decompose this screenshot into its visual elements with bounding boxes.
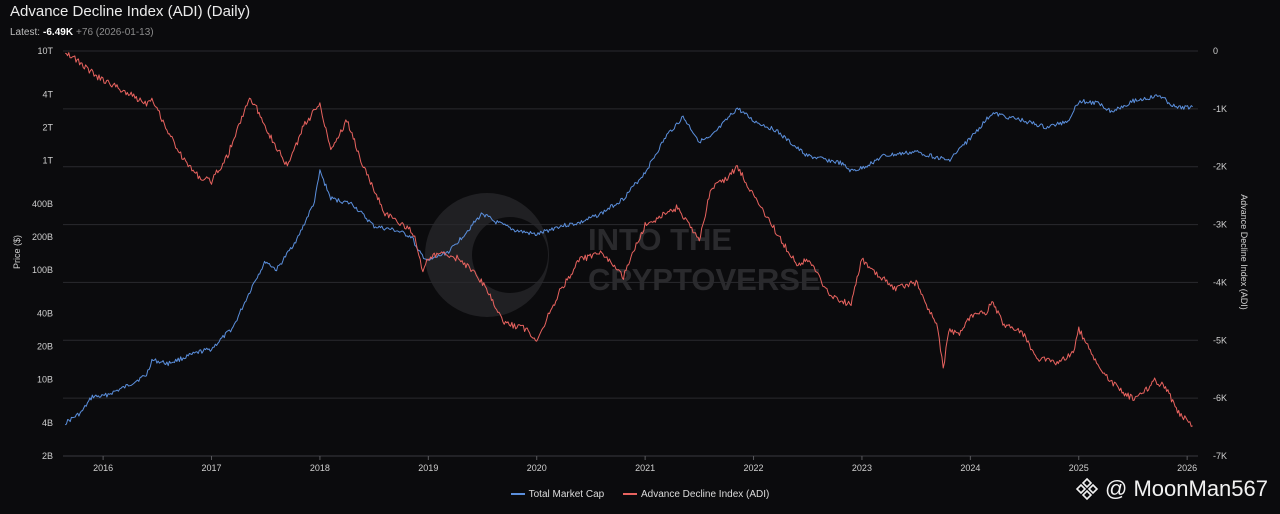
chart-title: Advance Decline Index (ADI) (Daily) xyxy=(10,3,251,20)
x-tick-label: 2018 xyxy=(310,463,330,473)
x-tick-label: 2023 xyxy=(852,463,872,473)
latest-change: +76 (2026-01-13) xyxy=(76,27,154,38)
right-tick-label: -1K xyxy=(1213,104,1227,114)
right-tick-label: 0 xyxy=(1213,46,1218,56)
series-line-adi xyxy=(65,52,1193,427)
legend-label-market-cap: Total Market Cap xyxy=(528,488,605,500)
binance-diamond-icon xyxy=(1075,477,1099,501)
legend-swatch-market-cap xyxy=(510,493,525,495)
x-tick-label: 2024 xyxy=(960,463,980,473)
left-axis-label: Price ($) xyxy=(12,235,22,269)
legend-swatch-adi xyxy=(622,493,637,495)
latest-label: Latest: xyxy=(10,27,41,38)
right-tick-label: -5K xyxy=(1213,335,1227,345)
right-tick-label: -7K xyxy=(1213,451,1227,461)
left-axis: 10T 4T 2T 1T 400B 200B 100B 40B 20B 10B 4B 2B xyxy=(32,46,54,461)
social-handle: @ MoonMan567 xyxy=(1105,476,1268,501)
right-axis-label: Advance Decline Index (ADI) xyxy=(1239,194,1249,310)
left-tick-label: 100B xyxy=(32,265,53,275)
right-tick-label: -4K xyxy=(1213,277,1227,287)
left-tick-label: 200B xyxy=(32,232,53,242)
series-line-market-cap xyxy=(64,94,1193,426)
right-tick-label: -3K xyxy=(1213,220,1227,230)
brand-watermark-line2: CRYPTOVERSE xyxy=(588,262,821,297)
latest-value: -6.49K xyxy=(43,27,74,38)
chart-legend: Total Market Cap Advance Decline Index (… xyxy=(0,487,1280,500)
right-axis: 0 -1K -2K -3K -4K -5K -6K -7K xyxy=(1213,46,1227,461)
x-axis: 2016 2017 2018 2019 2020 2021 2022 2023 2024 2025… xyxy=(63,455,1198,473)
left-tick-label: 2T xyxy=(42,123,53,133)
left-tick-label: 4B xyxy=(42,418,53,428)
left-tick-label: 2B xyxy=(42,451,53,461)
series-layer xyxy=(64,52,1193,427)
left-tick-label: 40B xyxy=(37,309,53,319)
right-tick-label: -6K xyxy=(1213,393,1227,403)
legend-label-adi: Advance Decline Index (ADI) xyxy=(640,488,770,500)
left-tick-label: 20B xyxy=(37,342,53,352)
right-tick-label: -2K xyxy=(1213,162,1227,172)
brand-logo-icon xyxy=(425,193,549,317)
x-tick-label: 2021 xyxy=(635,463,655,473)
brand-watermark: INTO THE CRYPTOVERSE xyxy=(425,193,821,317)
left-tick-label: 4T xyxy=(42,90,53,100)
latest-readout: Latest: -6.49K +76 (2026-01-13) xyxy=(10,27,154,38)
legend-item-market-cap[interactable]: Total Market Cap xyxy=(510,488,605,500)
x-tick-label: 2019 xyxy=(418,463,438,473)
x-tick-label: 2026 xyxy=(1177,463,1197,473)
x-tick-label: 2020 xyxy=(527,463,547,473)
left-tick-label: 10B xyxy=(37,374,53,384)
x-tick-label: 2022 xyxy=(744,463,764,473)
brand-watermark-line1: INTO THE xyxy=(588,222,732,257)
brand-logo-cutout xyxy=(472,217,548,293)
x-tick-label: 2017 xyxy=(201,463,221,473)
left-tick-label: 1T xyxy=(42,155,53,165)
social-watermark: @ MoonMan567 xyxy=(1075,476,1268,502)
x-tick-label: 2025 xyxy=(1069,463,1089,473)
legend-item-adi[interactable]: Advance Decline Index (ADI) xyxy=(622,488,770,500)
left-tick-label: 10T xyxy=(37,46,53,56)
left-tick-label: 400B xyxy=(32,199,53,209)
x-tick-label: 2016 xyxy=(93,463,113,473)
